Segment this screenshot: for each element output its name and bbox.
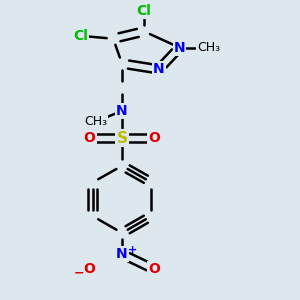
Text: Cl: Cl	[137, 4, 152, 18]
Text: CH₃: CH₃	[84, 116, 107, 128]
Text: CH₃: CH₃	[197, 41, 220, 54]
Text: N: N	[174, 40, 185, 55]
Text: −: −	[74, 267, 85, 280]
Text: N: N	[153, 62, 165, 76]
Text: N: N	[116, 104, 128, 118]
Text: O: O	[148, 131, 160, 145]
Text: O: O	[84, 131, 96, 145]
Text: O: O	[84, 262, 96, 277]
Text: +: +	[128, 245, 137, 256]
Text: Cl: Cl	[74, 29, 88, 43]
Text: O: O	[148, 262, 160, 277]
Text: S: S	[116, 130, 128, 146]
Text: N: N	[116, 247, 128, 261]
